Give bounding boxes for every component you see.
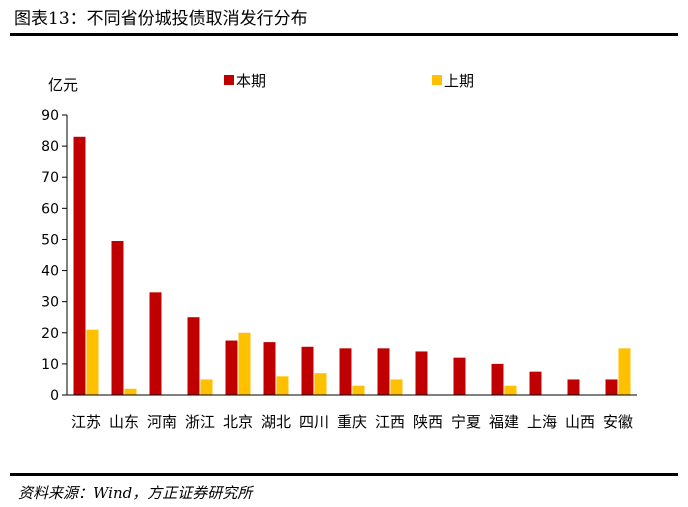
y-tick-label: 20	[41, 326, 59, 342]
bar-current	[567, 379, 580, 395]
x-category-label: 上海	[527, 413, 557, 431]
bar-current	[111, 241, 124, 395]
x-category-label: 福建	[489, 413, 519, 431]
bar-previous	[200, 379, 213, 395]
x-category-label: 重庆	[337, 413, 367, 431]
y-tick-label: 60	[41, 201, 59, 217]
bar-current	[605, 379, 618, 395]
bar-previous	[276, 376, 289, 395]
bar-previous	[314, 373, 327, 395]
y-unit-label: 亿元	[48, 76, 78, 94]
bars	[73, 136, 631, 395]
title-rule	[10, 33, 678, 36]
y-axis: 0 10 20 30 40 50 60 70 80 90	[41, 108, 68, 404]
y-tick-label: 30	[41, 295, 59, 311]
bar-previous	[86, 329, 99, 395]
bar-previous	[390, 379, 403, 395]
x-category-label: 山西	[565, 413, 595, 431]
y-tick-label: 0	[50, 388, 59, 404]
x-category-label: 宁夏	[451, 413, 481, 431]
bar-previous	[504, 385, 517, 395]
x-category-label: 北京	[223, 413, 253, 431]
y-tick-label: 10	[41, 357, 59, 373]
bar-current	[339, 348, 352, 395]
bar-current	[529, 371, 542, 395]
bar-current	[225, 340, 238, 395]
x-category-label: 四川	[299, 413, 329, 431]
source-note: 资料来源：Wind，方正证券研究所	[18, 484, 253, 502]
bar-current	[491, 363, 504, 395]
legend-label: 本期	[236, 72, 266, 90]
y-tick-label: 80	[41, 139, 59, 155]
bar-current	[415, 351, 428, 395]
source-rule	[10, 473, 678, 476]
y-tick-label: 70	[41, 170, 59, 186]
legend-swatch	[224, 75, 234, 85]
bar-previous	[238, 332, 251, 395]
bar-current	[149, 292, 162, 395]
bar-current	[187, 317, 200, 395]
x-category-label: 山东	[109, 413, 139, 431]
x-category-label: 河南	[147, 413, 177, 431]
x-category-label: 安徽	[603, 413, 633, 431]
bar-current	[263, 342, 276, 395]
x-category-label: 江苏	[71, 413, 101, 431]
bar-previous	[352, 385, 365, 395]
bar-previous	[124, 388, 137, 395]
figure-title: 图表13：不同省份城投债取消发行分布	[14, 9, 308, 29]
bar-current	[453, 357, 466, 395]
x-category-label: 江西	[375, 413, 405, 431]
legend-swatch	[432, 75, 442, 85]
x-axis: 江苏 山东 河南 浙江 北京 湖北 四川 重庆 江西 陕西 宁夏 福建 上海 山西 安徽	[67, 394, 637, 431]
bar-previous	[618, 348, 631, 395]
bar-chart: 亿元 本期 上期 0 10 20 30 40 50 60 70 80 90 江苏 山东 河南 浙江 北京 湖北…	[41, 72, 637, 431]
legend-label: 上期	[444, 72, 474, 90]
x-category-label: 湖北	[261, 413, 291, 431]
y-tick-label: 90	[41, 108, 59, 124]
x-category-label: 浙江	[185, 413, 215, 431]
bar-current	[377, 348, 390, 395]
bar-current	[73, 136, 86, 395]
legend: 本期 上期	[224, 72, 474, 90]
x-category-label: 陕西	[413, 413, 443, 431]
bar-current	[301, 346, 314, 395]
y-tick-label: 50	[41, 232, 59, 248]
y-tick-label: 40	[41, 264, 59, 280]
